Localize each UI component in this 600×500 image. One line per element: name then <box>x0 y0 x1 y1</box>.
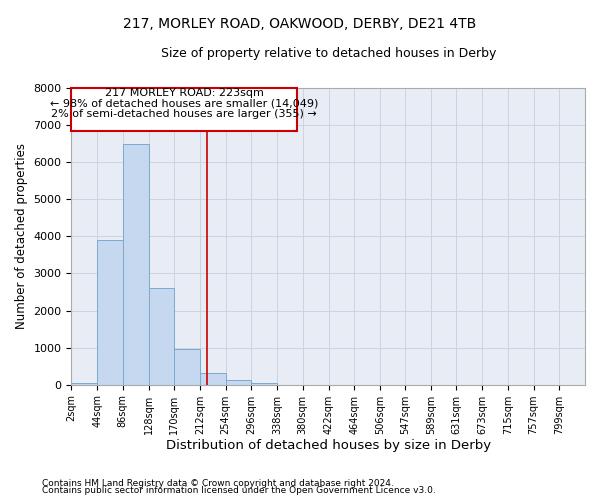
Bar <box>97 240 123 384</box>
Bar <box>226 380 251 384</box>
Text: Contains HM Land Registry data © Crown copyright and database right 2024.: Contains HM Land Registry data © Crown c… <box>42 478 394 488</box>
Y-axis label: Number of detached properties: Number of detached properties <box>15 144 28 330</box>
Bar <box>71 88 296 130</box>
Bar <box>123 144 149 384</box>
Bar <box>174 350 200 384</box>
Bar <box>149 288 174 384</box>
Text: 217, MORLEY ROAD, OAKWOOD, DERBY, DE21 4TB: 217, MORLEY ROAD, OAKWOOD, DERBY, DE21 4… <box>124 18 476 32</box>
Text: ← 98% of detached houses are smaller (14,049): ← 98% of detached houses are smaller (14… <box>50 98 318 108</box>
Bar <box>251 383 277 384</box>
Bar <box>200 372 226 384</box>
Bar <box>71 382 97 384</box>
Text: 2% of semi-detached houses are larger (355) →: 2% of semi-detached houses are larger (3… <box>51 109 317 119</box>
X-axis label: Distribution of detached houses by size in Derby: Distribution of detached houses by size … <box>166 440 491 452</box>
Text: 217 MORLEY ROAD: 223sqm: 217 MORLEY ROAD: 223sqm <box>104 88 263 98</box>
Title: Size of property relative to detached houses in Derby: Size of property relative to detached ho… <box>161 48 496 60</box>
Text: Contains public sector information licensed under the Open Government Licence v3: Contains public sector information licen… <box>42 486 436 495</box>
